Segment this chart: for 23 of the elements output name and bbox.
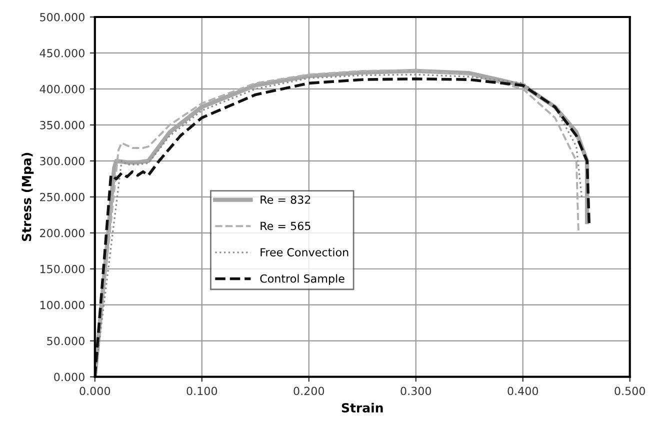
y-tick-label: 100.000 <box>40 300 84 310</box>
x-tick-label: 0.000 <box>80 386 110 396</box>
legend-label: Re = 565 <box>260 222 310 230</box>
y-tick-label: 300.000 <box>40 156 84 166</box>
x-axis-title: Strain <box>342 402 383 413</box>
legend-label: Free Convection <box>260 248 348 256</box>
x-tick-label: 0.500 <box>614 386 646 396</box>
legend-label: Control Sample <box>260 274 344 285</box>
y-tick-label: 500.000 <box>40 12 84 22</box>
y-tick-label: 250.000 <box>40 192 84 202</box>
x-tick-label: 0.100 <box>186 386 218 396</box>
y-tick-label: 450.000 <box>40 48 84 58</box>
x-tick-label: 0.200 <box>294 386 324 396</box>
x-tick-label: 0.300 <box>400 386 432 396</box>
x-tick-label: 0.400 <box>508 386 538 396</box>
legend-label: Re = 832 <box>260 195 310 204</box>
y-axis-title: Stress (Mpa) <box>22 152 34 242</box>
y-tick-label: 150.000 <box>40 264 84 274</box>
y-tick-label: 50.000 <box>47 336 84 346</box>
y-tick-label: 400.000 <box>40 84 84 94</box>
y-tick-label: 350.000 <box>40 120 84 130</box>
y-tick-label: 200.000 <box>40 228 84 238</box>
y-tick-label: 0.000 <box>54 372 84 382</box>
